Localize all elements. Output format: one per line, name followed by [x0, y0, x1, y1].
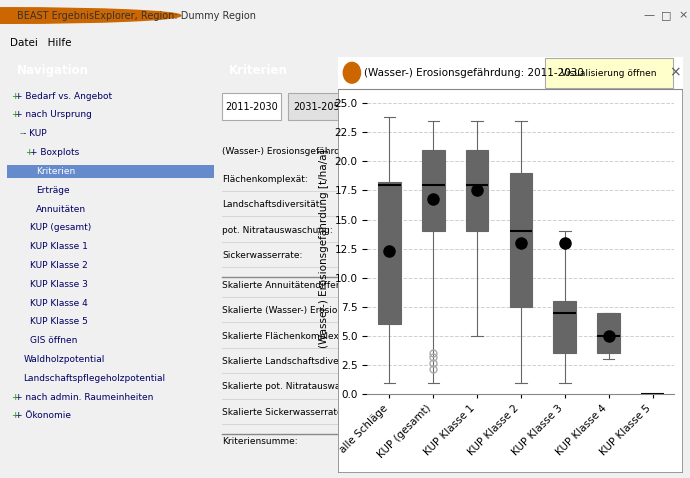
Text: Sickerwasserrate:: Sickerwasserrate: — [222, 251, 302, 260]
Text: BEAST ErgebnisExplorer, Region: Dummy Region: BEAST ErgebnisExplorer, Region: Dummy Re… — [17, 11, 256, 21]
Text: Kriterien: Kriterien — [36, 167, 75, 176]
Text: (Wasser-) Erosionsgefährdung: 2011-2030: (Wasser-) Erosionsgefährdung: 2011-2030 — [364, 68, 584, 78]
Text: Skalierte Flächenkomplext:: Skalierte Flächenkomplext: — [222, 332, 346, 340]
Text: Kriteriensumme:: Kriteriensumme: — [222, 437, 297, 446]
PathPatch shape — [598, 313, 620, 353]
Text: KUP Klasse 2: KUP Klasse 2 — [30, 261, 88, 270]
Text: pot. Nitratauswaschung:: pot. Nitratauswaschung: — [222, 226, 333, 235]
Text: 2031-2050: 2031-2050 — [293, 102, 346, 112]
Bar — [288, 93, 351, 120]
Text: + Bedarf vs. Angebot: + Bedarf vs. Angebot — [15, 92, 112, 101]
Text: Waldholzpotential: Waldholzpotential — [23, 355, 105, 364]
Text: Landschaftspflegeholzpotential: Landschaftspflegeholzpotential — [23, 374, 166, 383]
PathPatch shape — [466, 150, 489, 231]
Text: Datei   Hilfe: Datei Hilfe — [10, 38, 72, 47]
Text: Skalierte Landschaftsdiver:: Skalierte Landschaftsdiver: — [222, 357, 345, 366]
PathPatch shape — [378, 182, 401, 325]
Circle shape — [344, 62, 360, 83]
PathPatch shape — [553, 301, 576, 353]
Bar — [393, 142, 440, 162]
Text: Skalierte Sickerwasserrate:: Skalierte Sickerwasserrate: — [222, 408, 346, 417]
Text: Erträge: Erträge — [36, 186, 70, 195]
Y-axis label: (Wasser-) Erosionsgefährdung [t/ha/a]: (Wasser-) Erosionsgefährdung [t/ha/a] — [319, 149, 329, 348]
Text: + Boxplots: + Boxplots — [30, 148, 79, 157]
Text: Kriterien: Kriterien — [229, 64, 288, 77]
Text: KUP Klasse 3: KUP Klasse 3 — [30, 280, 88, 289]
Text: +: + — [11, 110, 19, 120]
Text: Landschaftsdiversität:: Landschaftsdiversität: — [222, 200, 322, 209]
Bar — [338, 57, 683, 88]
Text: ×: × — [669, 66, 680, 80]
Text: + nach admin. Raumeinheiten: + nach admin. Raumeinheiten — [15, 393, 154, 402]
Text: Skalierte (Wasser-) Erosion: Skalierte (Wasser-) Erosion — [222, 306, 343, 315]
Text: +: + — [11, 393, 19, 402]
Circle shape — [0, 8, 181, 23]
Text: GIS öffnen: GIS öffnen — [30, 336, 77, 345]
Text: - KUP: - KUP — [23, 129, 47, 138]
Text: Skalierte Annuitätendifferen: Skalierte Annuitätendifferen — [222, 281, 351, 290]
PathPatch shape — [422, 150, 444, 231]
Text: KUP (gesamt): KUP (gesamt) — [30, 223, 91, 232]
Text: Annuitäten: Annuitäten — [36, 205, 86, 214]
Text: KUP Klasse 5: KUP Klasse 5 — [30, 317, 88, 326]
Bar — [545, 58, 673, 88]
Text: Navigation: Navigation — [17, 64, 89, 77]
Text: +: + — [26, 148, 33, 157]
Text: Flächenkomplexät:: Flächenkomplexät: — [222, 175, 308, 184]
Text: 2011-2030: 2011-2030 — [225, 102, 278, 112]
Bar — [222, 93, 281, 120]
Text: Visualisierung öffnen: Visualisierung öffnen — [561, 69, 657, 77]
Text: -: - — [19, 129, 23, 138]
Text: +: + — [11, 412, 19, 421]
Text: Skalierte pot. Nitratauswa:: Skalierte pot. Nitratauswa: — [222, 382, 344, 391]
Text: ×: × — [678, 11, 688, 21]
Text: KUP Klasse 1: KUP Klasse 1 — [30, 242, 88, 251]
Text: □: □ — [660, 11, 671, 21]
Text: KUP Klasse 4: KUP Klasse 4 — [30, 299, 88, 308]
Text: (Wasser-) Erosionsgefährdung:: (Wasser-) Erosionsgefährdung: — [222, 147, 360, 156]
Text: —: — — [643, 11, 654, 21]
Text: +: + — [11, 92, 19, 101]
Bar — [7, 165, 214, 178]
Text: + Ökonomie: + Ökonomie — [15, 412, 71, 421]
Text: + nach Ursprung: + nach Ursprung — [15, 110, 92, 120]
PathPatch shape — [509, 173, 533, 307]
